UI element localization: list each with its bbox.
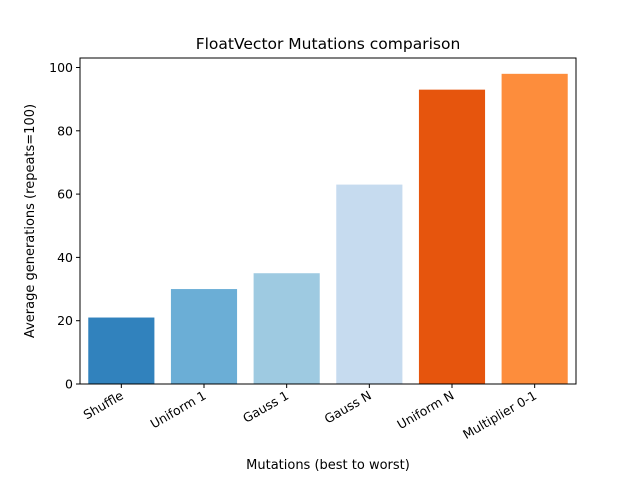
bar-gauss-1 — [253, 273, 320, 384]
bar-gauss-n — [336, 184, 403, 384]
y-tick-label: 80 — [57, 123, 73, 138]
x-tick-label: Gauss 1 — [240, 388, 291, 426]
bars-group — [88, 73, 568, 384]
bar-uniform-1 — [170, 289, 238, 384]
bar-multiplier-0-1 — [501, 73, 568, 384]
y-tick-label: 60 — [57, 187, 73, 202]
x-tick-label: Multiplier 0-1 — [460, 388, 539, 442]
y-tick-label: 0 — [65, 377, 73, 392]
y-tick-label: 40 — [57, 250, 73, 265]
bar-uniform-n — [418, 89, 486, 384]
chart-title: FloatVector Mutations comparison — [196, 35, 461, 53]
plot-frame — [79, 57, 577, 385]
y-tick-label: 20 — [57, 313, 73, 328]
y-axis-ticks: 0 20 40 60 80 100 — [49, 60, 80, 392]
x-tick-label: Uniform N — [394, 388, 456, 432]
bar-shuffle — [88, 317, 155, 384]
y-axis-label: Average generations (repeats=100) — [23, 104, 38, 338]
y-tick-label: 100 — [49, 60, 73, 75]
x-tick-label: Shuffle — [81, 387, 126, 422]
x-tick-label: Gauss N — [322, 388, 374, 427]
x-tick-label: Uniform 1 — [148, 388, 209, 432]
x-axis-label: Mutations (best to worst) — [246, 458, 410, 473]
